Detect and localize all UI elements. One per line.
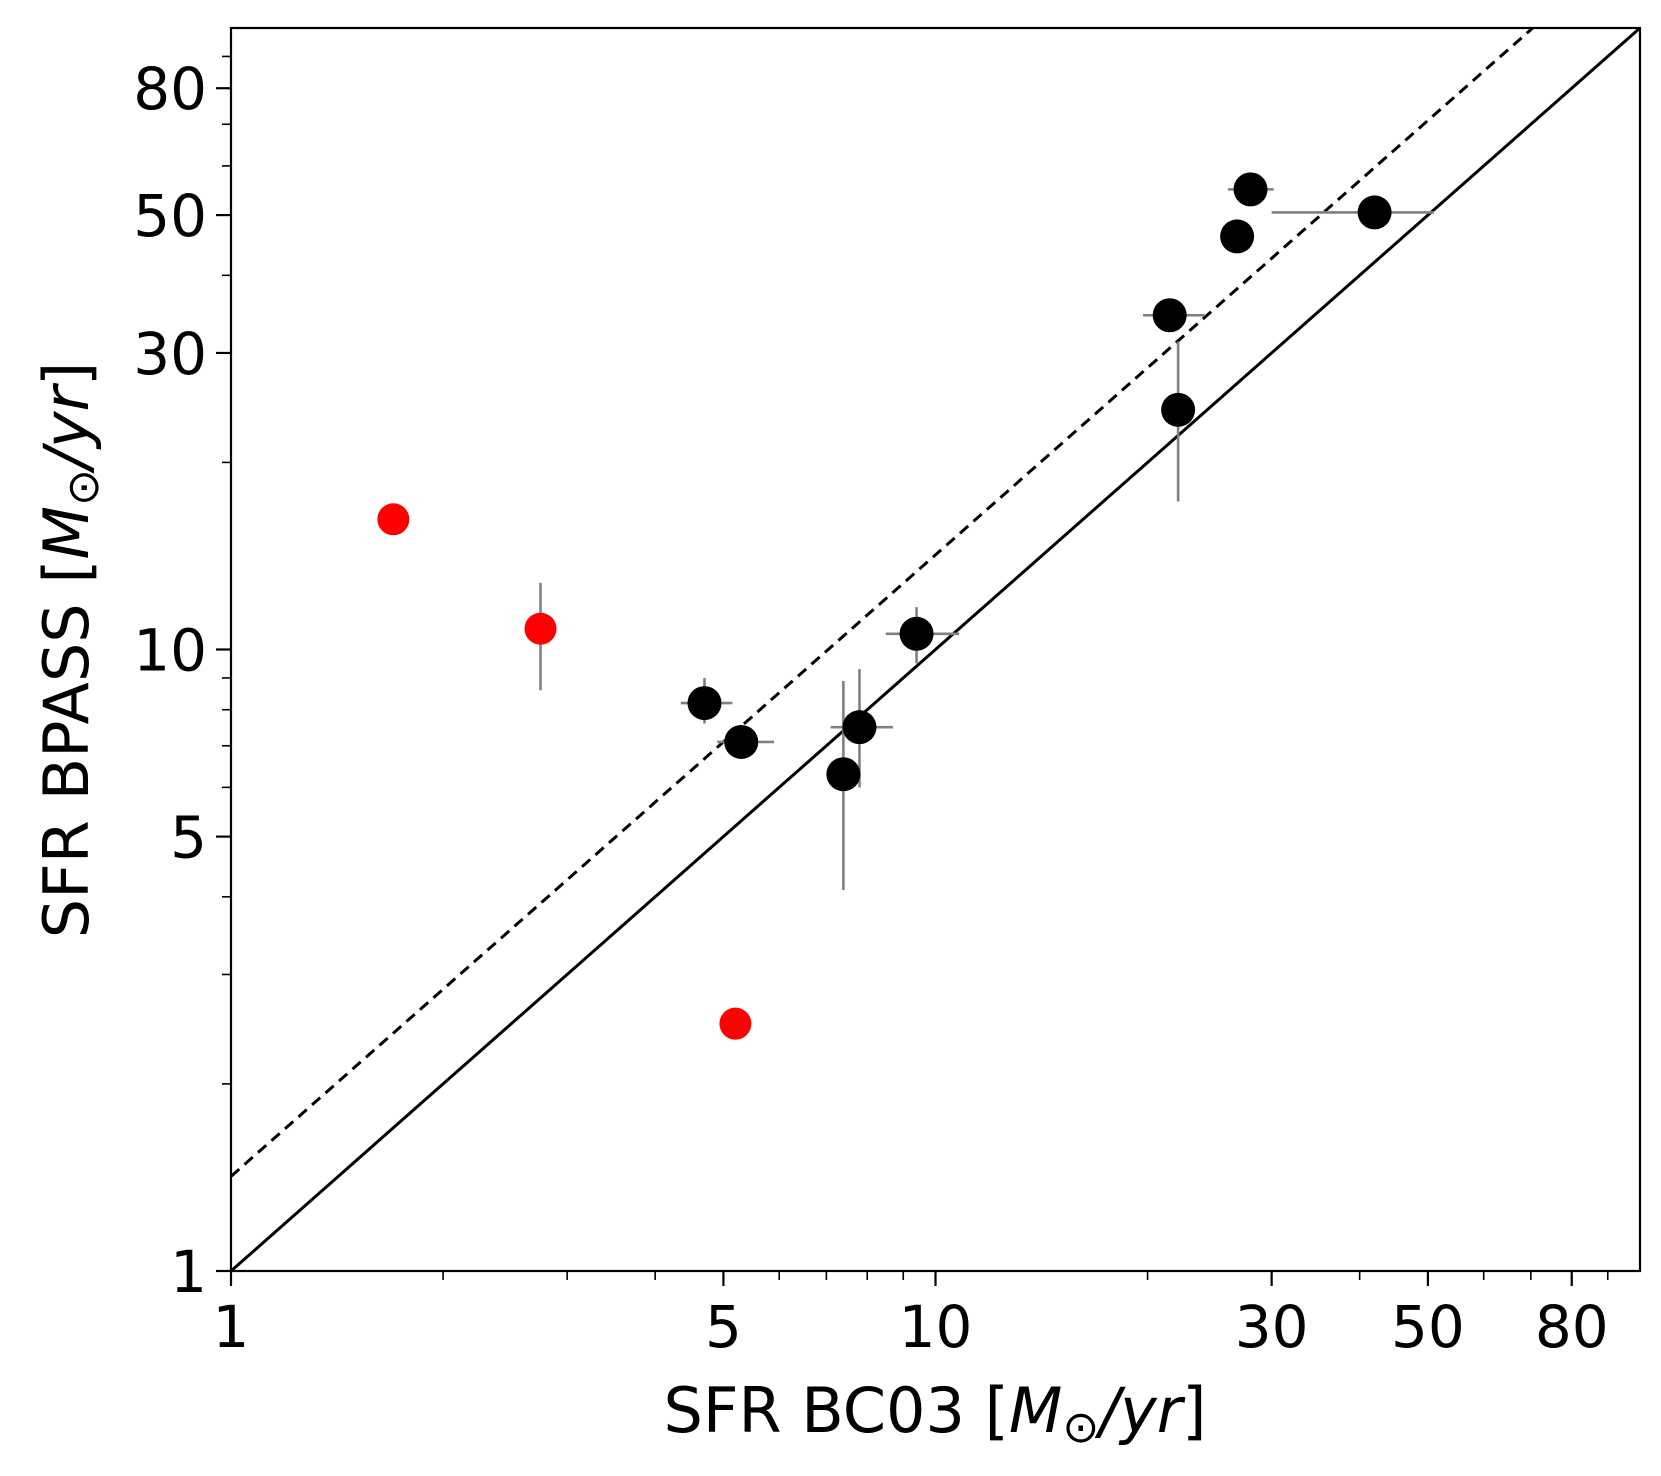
- red-data-point: [719, 1007, 752, 1040]
- x-tick-label: 1: [213, 1293, 250, 1361]
- y-tick-label: 10: [133, 617, 207, 685]
- y-axis-ticks: 1 5 10 30 50 80: [133, 55, 231, 1306]
- red-data-point: [524, 612, 557, 645]
- y-tick-label: 50: [133, 182, 207, 250]
- minor-ticks: [222, 55, 1609, 1280]
- red-data-point: [377, 503, 410, 536]
- reference-lines: [231, 28, 1640, 1271]
- y-tick-label: 1: [170, 1238, 207, 1306]
- data-points: [377, 172, 1392, 1040]
- x-tick-label: 10: [899, 1293, 973, 1361]
- black-data-point: [842, 710, 877, 745]
- black-data-point: [899, 616, 934, 651]
- x-tick-label: 30: [1235, 1293, 1309, 1361]
- offset-line: [231, 28, 1535, 1178]
- x-axis-label: SFR BC03 [M⊙/yr]: [664, 1374, 1207, 1453]
- black-data-point: [826, 757, 861, 792]
- x-tick-label: 5: [705, 1293, 742, 1361]
- black-data-point: [687, 686, 722, 721]
- x-axis-ticks: 1 5 10 30 50 80: [213, 1271, 1609, 1361]
- y-tick-label: 80: [133, 55, 207, 123]
- black-data-point: [1233, 172, 1268, 207]
- black-data-point: [724, 724, 759, 759]
- x-tick-label: 50: [1391, 1293, 1465, 1361]
- error-bars: [539, 188, 1434, 891]
- y-tick-label: 30: [133, 320, 207, 388]
- black-data-point: [1161, 392, 1196, 427]
- black-data-point: [1357, 195, 1392, 230]
- black-data-point: [1152, 298, 1187, 333]
- one-to-one-line: [231, 28, 1640, 1271]
- black-data-point: [1220, 219, 1255, 254]
- y-tick-label: 5: [170, 804, 207, 872]
- x-tick-label: 80: [1535, 1293, 1609, 1361]
- y-axis-label: SFR BPASS [M⊙/yr]: [30, 362, 109, 938]
